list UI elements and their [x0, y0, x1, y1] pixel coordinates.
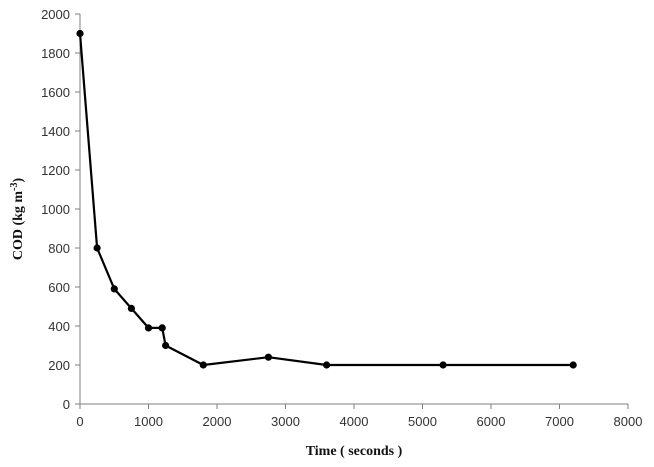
x-tick-label: 6000: [477, 414, 506, 429]
x-tick-label: 4000: [340, 414, 369, 429]
data-point: [127, 304, 135, 312]
x-tick-label: 5000: [408, 414, 437, 429]
x-axis-title: Time ( seconds ): [306, 444, 403, 459]
data-points: [76, 29, 577, 369]
y-axis-title: COD (kg m-3): [9, 178, 27, 261]
y-tick-label: 1600: [41, 85, 70, 100]
y-tick-label: 1800: [41, 46, 70, 61]
data-point: [144, 324, 153, 332]
x-tick-label: 0: [76, 414, 83, 429]
x-tick-label: 1000: [134, 414, 163, 429]
data-point: [76, 29, 84, 38]
y-axis-title-main: COD (kg m: [11, 191, 26, 261]
data-point: [199, 361, 207, 369]
y-tick-label: 2000: [41, 7, 70, 22]
data-point: [162, 341, 170, 350]
x-tick-label: 3000: [271, 414, 300, 429]
data-point: [110, 285, 118, 293]
x-tick-label: 8000: [614, 414, 643, 429]
series-line: [78, 33, 574, 367]
data-point: [264, 353, 272, 361]
data-point: [93, 244, 101, 252]
y-tick-label: 800: [48, 241, 70, 256]
y-axis-title-tail: ): [11, 178, 26, 183]
data-point: [323, 361, 331, 369]
y-axis-title-superscript: -3: [9, 183, 20, 191]
y-tick-label: 0: [63, 397, 70, 412]
x-tick-label: 2000: [203, 414, 232, 429]
y-tick-label: 1400: [41, 124, 70, 139]
y-axis-ticks: 0 200 400 600 800 1000 1200 1400 1600 1800 2000: [41, 7, 80, 412]
y-tick-label: 1000: [41, 202, 70, 217]
x-axis-ticks: 0 1000 2000 3000 4000 5000 6000 7000 8000: [76, 404, 642, 429]
data-point: [439, 361, 447, 369]
data-point: [569, 361, 577, 369]
data-point: [158, 324, 166, 332]
x-tick-label: 7000: [545, 414, 574, 429]
y-tick-label: 400: [48, 319, 70, 334]
y-tick-label: 600: [48, 280, 70, 295]
y-tick-label: 200: [48, 358, 70, 373]
y-tick-label: 1200: [41, 163, 70, 178]
